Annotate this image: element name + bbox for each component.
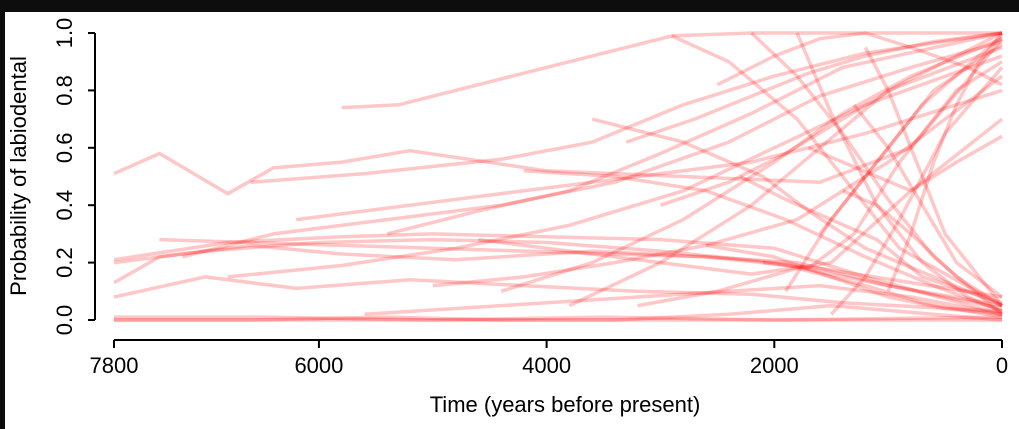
series-line-22 (784, 34, 1004, 293)
series-line-1 (113, 37, 1004, 196)
series-line-38 (625, 31, 1003, 144)
plot-panel (5, 12, 1019, 429)
series-line-34 (478, 117, 1004, 276)
series-line-28 (829, 66, 1004, 316)
x-tick-label: 7800 (90, 353, 139, 378)
series-line-40 (159, 237, 1003, 311)
series-line-39 (364, 283, 1003, 317)
series-line-3 (113, 237, 1003, 308)
y-tick-label: 0.8 (52, 75, 77, 106)
series-line-11 (181, 39, 1003, 259)
y-tick-label: 0.2 (52, 247, 77, 278)
series-line-12 (227, 54, 1003, 279)
y-tick-label: 1.0 (52, 18, 77, 49)
x-tick-label: 0 (996, 353, 1008, 378)
series-line-26 (705, 243, 1003, 317)
y-axis-title: Probability of labiodental (6, 56, 31, 296)
series-line-7 (114, 315, 1003, 322)
series-line-27 (637, 266, 1003, 319)
y-tick-label: 0.0 (52, 305, 77, 336)
series-line-4 (113, 243, 1003, 299)
series-line-18 (671, 34, 1003, 308)
series-line-35 (886, 31, 1004, 292)
x-tick-label: 4000 (522, 353, 571, 378)
axes: 7800 6000 4000 2000 0 0.0 0.2 0.4 0.6 0.8 1.0 (52, 18, 1008, 378)
series-line-36 (852, 103, 1004, 299)
x-tick-label: 6000 (294, 353, 343, 378)
x-axis-title: Time (years before present) (430, 392, 701, 417)
y-tick-label: 0.6 (52, 133, 77, 164)
series-line-17 (523, 169, 1003, 314)
series-line-25 (807, 134, 1003, 193)
series-line-23 (762, 60, 1003, 271)
y-ticks: 0.0 0.2 0.4 0.6 0.8 1.0 (52, 18, 95, 336)
series-line-29 (863, 46, 1004, 307)
series-lines (113, 31, 1004, 322)
series-line-2 (113, 232, 1003, 316)
series-line-20 (795, 32, 1003, 314)
series-line-5 (113, 275, 1003, 314)
series-line-37 (739, 174, 1003, 305)
series-line-33 (716, 31, 1003, 87)
series-line-15 (568, 45, 1003, 308)
series-line-14 (500, 37, 1003, 293)
series-line-32 (659, 31, 1003, 207)
series-line-30 (432, 74, 1004, 288)
series-line-21 (818, 43, 1003, 235)
x-ticks: 7800 6000 4000 2000 0 (90, 340, 1008, 378)
series-line-31 (295, 88, 1003, 222)
series-line-10 (250, 31, 1003, 184)
x-tick-label: 2000 (750, 353, 799, 378)
series-line-16 (591, 117, 1003, 308)
series-line-19 (750, 31, 1004, 316)
series-line-24 (841, 189, 1003, 308)
series-line-9 (341, 31, 1002, 110)
series-line-13 (386, 31, 1003, 236)
y-tick-label: 0.4 (52, 190, 77, 221)
series-line-8 (114, 303, 1003, 322)
